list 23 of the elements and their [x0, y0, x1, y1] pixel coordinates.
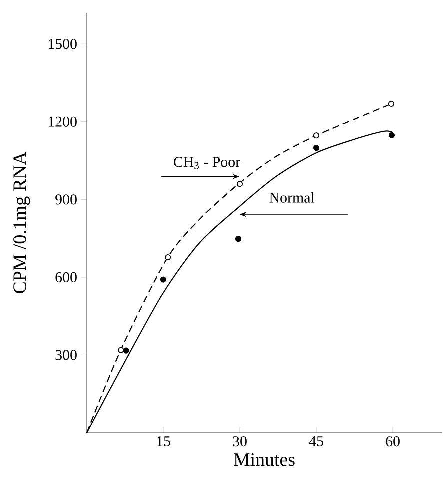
point: [313, 145, 320, 152]
x-tick-label: 30: [233, 436, 247, 447]
series-label: Normal: [270, 192, 315, 203]
x-tick-label: 45: [309, 436, 324, 446]
y-tick-label: 1500: [48, 39, 77, 50]
point: [165, 254, 172, 261]
point: [235, 236, 242, 242]
point: [118, 347, 124, 354]
y-axis-title: CPM /0.1mg RNA: [14, 152, 30, 294]
point: [388, 132, 396, 138]
y-tick-label: 900: [56, 194, 77, 205]
point: [160, 276, 167, 283]
x-tick-label: 60: [386, 436, 400, 447]
y-tick-label: 1200: [48, 116, 77, 127]
point: [388, 100, 395, 108]
y-tick-label: 600: [56, 272, 77, 282]
y-tick-label: 300: [56, 350, 77, 360]
point: [123, 348, 130, 354]
point: [313, 132, 320, 139]
point: [236, 181, 244, 188]
x-axis-title: Minutes: [234, 453, 295, 466]
x-tick-label: 15: [157, 436, 170, 447]
series-label: CH$_{3}$ - Poor: [174, 157, 240, 170]
